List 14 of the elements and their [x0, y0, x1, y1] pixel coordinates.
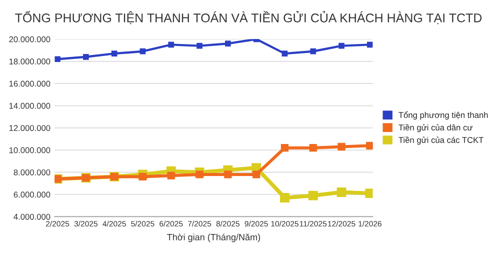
y-tick-label: 16.000.000: [9, 80, 50, 87]
y-tick-label: 10.000.000: [9, 147, 50, 154]
y-tick-label: 4.000.000: [14, 214, 50, 220]
legend-label: Tổng phương tiện thanh: [398, 111, 488, 120]
y-tick-label: 20.000.000: [9, 36, 50, 42]
y-tick-label: 14.000.000: [9, 102, 50, 109]
y-tick-label: 12.000.000: [9, 125, 50, 131]
legend-label: Tiền gửi của dân cư: [398, 124, 472, 132]
x-axis-title: Thời gian (Tháng/Năm): [167, 234, 260, 242]
y-tick-label: 8.000.000: [14, 169, 50, 176]
chart-title: TỔNG PHƯƠNG TIỆN THANH TOÁN VÀ TIỀN GỬI CỦA KHÁCH HÀNG TẠI TCTD: [15, 11, 482, 24]
y-tick-label: 6.000.000: [14, 192, 50, 198]
legend-label: Tiền gửi của các TCKT: [398, 136, 484, 145]
y-tick-label: 18.000.000: [9, 58, 50, 64]
